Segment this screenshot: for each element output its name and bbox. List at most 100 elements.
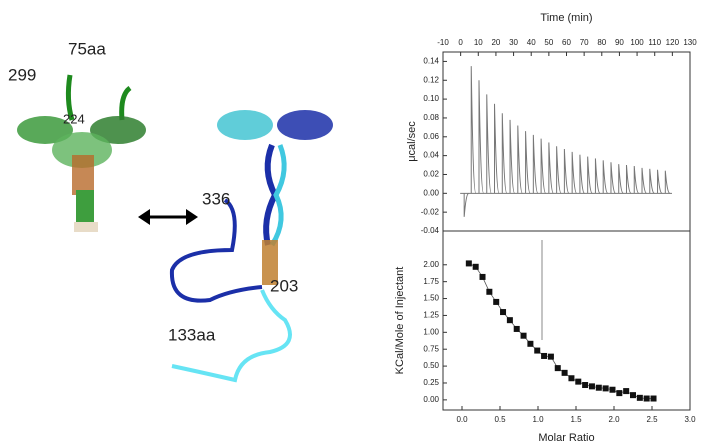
injection-peak: [579, 154, 585, 194]
injection-peak: [649, 168, 655, 194]
y-axis-title: KCal/Mole of Injectant: [394, 267, 406, 375]
data-point: [541, 352, 548, 359]
data-point: [650, 395, 657, 402]
data-point: [520, 332, 527, 339]
structure-label: 133aa: [168, 325, 216, 344]
y-tick-label: 0.08: [423, 113, 439, 122]
injection-peak: [494, 103, 500, 194]
injection-peak: [525, 131, 531, 194]
injection-peak: [556, 146, 562, 194]
protein-green: [17, 74, 146, 232]
y-tick-label: 0.10: [423, 94, 439, 103]
fit-line: [468, 263, 654, 399]
x-tick-label: 2.5: [646, 415, 658, 424]
data-point: [575, 378, 582, 385]
data-point: [561, 369, 568, 376]
injection-peak: [486, 94, 492, 194]
injection-peak: [664, 170, 671, 194]
y-tick-label: 0.02: [423, 170, 439, 179]
data-point: [486, 288, 493, 295]
y-tick-label: 2.00: [423, 260, 439, 269]
y-tick-label: 0.25: [423, 378, 439, 387]
data-point: [465, 260, 472, 267]
data-point: [602, 385, 609, 392]
x-tick-label: 70: [580, 38, 589, 47]
x-tick-label: 50: [544, 38, 553, 47]
data-point: [588, 383, 595, 390]
injection-peak: [540, 138, 547, 194]
injection-peak: [548, 142, 554, 194]
x-tick-label: 20: [491, 38, 500, 47]
data-point: [643, 395, 650, 402]
data-point: [623, 388, 630, 395]
data-point: [595, 384, 602, 391]
injection-peak: [641, 167, 647, 194]
y-tick-label: -0.02: [421, 207, 440, 216]
data-point: [534, 347, 541, 354]
data-point: [479, 273, 486, 280]
x-axis-title: Molar Ratio: [538, 432, 594, 444]
data-point: [506, 317, 513, 324]
data-point: [472, 263, 479, 270]
protein-blue: [169, 110, 333, 383]
x-tick-label: 0: [458, 38, 463, 47]
x-tick-label: 1.5: [570, 415, 582, 424]
data-point: [547, 353, 554, 360]
y-tick-label: 0.00: [423, 188, 439, 197]
data-point: [630, 392, 636, 399]
structure-label: 336: [202, 189, 230, 208]
injection-peak: [501, 113, 508, 194]
y-tick-label: 1.75: [423, 277, 439, 286]
injection-peak: [470, 66, 477, 194]
x-tick-label: 3.0: [684, 415, 696, 424]
x-tick-label: 60: [562, 38, 571, 47]
x-axis-title: Time (min): [540, 12, 592, 24]
y-tick-label: 1.50: [423, 294, 439, 303]
x-tick-label: 130: [683, 38, 697, 47]
y-tick-label: 0.04: [423, 151, 439, 160]
injection-peak: [625, 165, 632, 194]
injection-peak: [571, 151, 578, 194]
injection-peak: [618, 164, 624, 194]
x-tick-label: 120: [666, 38, 680, 47]
x-tick-label: 80: [597, 38, 606, 47]
injection-peak: [532, 134, 539, 194]
data-point: [568, 375, 575, 382]
x-tick-label: 0.5: [494, 415, 506, 424]
y-tick-label: 0.00: [423, 395, 439, 404]
data-point: [513, 325, 520, 332]
injection-peak: [563, 149, 570, 194]
x-tick-label: -10: [437, 38, 449, 47]
y-tick-label: 0.75: [423, 344, 439, 353]
injection-peak: [587, 156, 593, 194]
injection-peak: [509, 119, 516, 194]
injection-peak: [517, 125, 523, 194]
data-point: [500, 309, 507, 316]
injection-peak: [478, 80, 485, 194]
injection-peak: [594, 158, 601, 194]
y-axis-title: μcal/sec: [406, 121, 418, 162]
y-tick-label: -0.04: [421, 226, 440, 235]
data-point: [582, 382, 589, 389]
y-tick-label: 0.14: [423, 57, 439, 66]
data-point: [609, 386, 616, 393]
x-tick-label: 30: [509, 38, 518, 47]
y-tick-label: 0.12: [423, 75, 439, 84]
structure-label: 203: [270, 276, 298, 295]
x-tick-label: 110: [648, 38, 661, 47]
x-tick-label: 2.0: [608, 415, 620, 424]
data-point: [527, 340, 534, 347]
y-tick-label: 1.00: [423, 327, 439, 336]
data-point: [636, 394, 643, 401]
x-tick-label: 1.0: [532, 415, 544, 424]
x-tick-label: 10: [474, 38, 483, 47]
structure-label: 75aa: [68, 39, 106, 58]
double-arrow: [138, 209, 198, 225]
structure-label: 224: [63, 111, 85, 126]
x-tick-label: 90: [615, 38, 624, 47]
y-tick-label: 0.50: [423, 361, 439, 370]
injection-peak: [602, 160, 609, 194]
y-tick-label: 1.25: [423, 311, 439, 320]
x-tick-label: 100: [630, 38, 644, 47]
